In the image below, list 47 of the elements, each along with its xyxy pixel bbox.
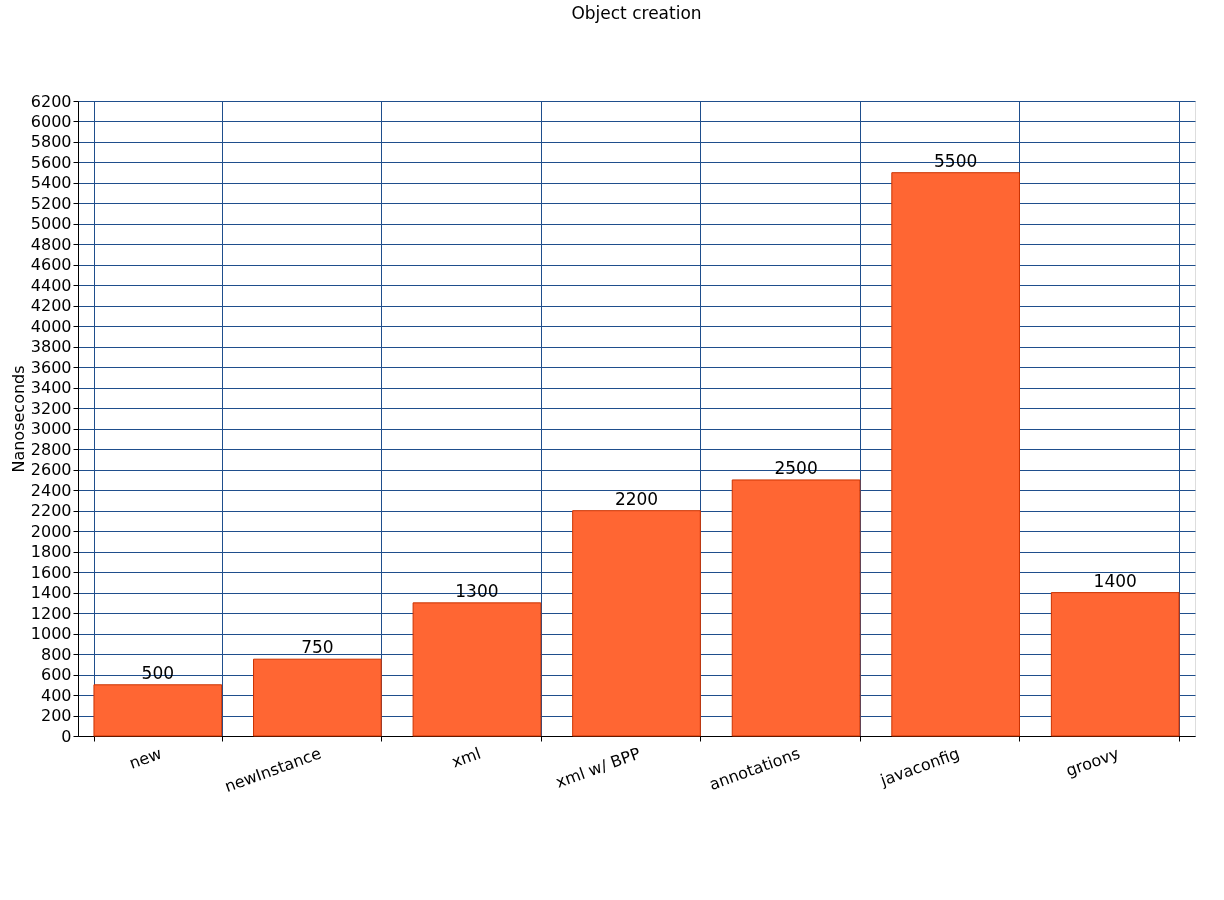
x-tick-label: xml w/ BPP [553, 743, 644, 792]
y-tick-label: 2800 [30, 439, 72, 459]
x-tick-label: new [126, 743, 165, 773]
y-tick-label: 3400 [30, 378, 72, 398]
y-axis-title: Nanoseconds [8, 365, 28, 473]
y-tick-label: 5400 [30, 173, 72, 193]
y-tick-label: 3000 [30, 419, 72, 439]
y-tick-label: 2400 [30, 480, 72, 500]
y-tick-label: 5800 [30, 132, 72, 152]
chart-title: Object creation [571, 3, 702, 23]
bar [412, 602, 542, 737]
y-tick-label: 1600 [30, 562, 72, 582]
y-tick-label: 2200 [30, 501, 72, 521]
y-tick-label: 6200 [30, 91, 72, 111]
bar [93, 684, 223, 737]
y-tick-label: 400 [40, 685, 72, 705]
y-tick-label: 6000 [30, 111, 72, 131]
y-tick-label: 1000 [30, 624, 72, 644]
y-tick-label: 3800 [30, 337, 72, 357]
bar [572, 510, 701, 737]
y-tick-label: 4400 [30, 275, 72, 295]
y-tick-label: 800 [40, 644, 72, 664]
y-tick-label: 600 [40, 665, 72, 685]
y-tick-label: 5600 [30, 152, 72, 172]
bar [731, 479, 861, 737]
y-tick-label: 1400 [30, 583, 72, 603]
data-label: 750 [301, 637, 334, 658]
y-tick-label: 4200 [30, 296, 72, 316]
data-label: 1400 [1093, 570, 1137, 591]
y-tick-label: 5000 [30, 214, 72, 234]
y-tick-label: 4000 [30, 316, 72, 336]
y-tick-label: 1200 [30, 603, 72, 623]
y-tick-label: 0 [61, 726, 72, 746]
y-tick-label: 4800 [30, 234, 72, 254]
x-tick-label: xml [449, 743, 484, 772]
y-tick-label: 3200 [30, 398, 72, 418]
y-tick-label: 2000 [30, 521, 72, 541]
bar [1050, 592, 1180, 737]
y-tick-label: 200 [40, 706, 72, 726]
y-tick-label: 2600 [30, 460, 72, 480]
y-tick-label: 4600 [30, 255, 72, 275]
bar [891, 172, 1020, 737]
y-tick-label: 3600 [30, 357, 72, 377]
data-label: 2200 [614, 488, 659, 509]
bar [253, 658, 382, 737]
y-tick-label: 5200 [30, 193, 72, 213]
y-tick-label: 1800 [30, 542, 72, 562]
